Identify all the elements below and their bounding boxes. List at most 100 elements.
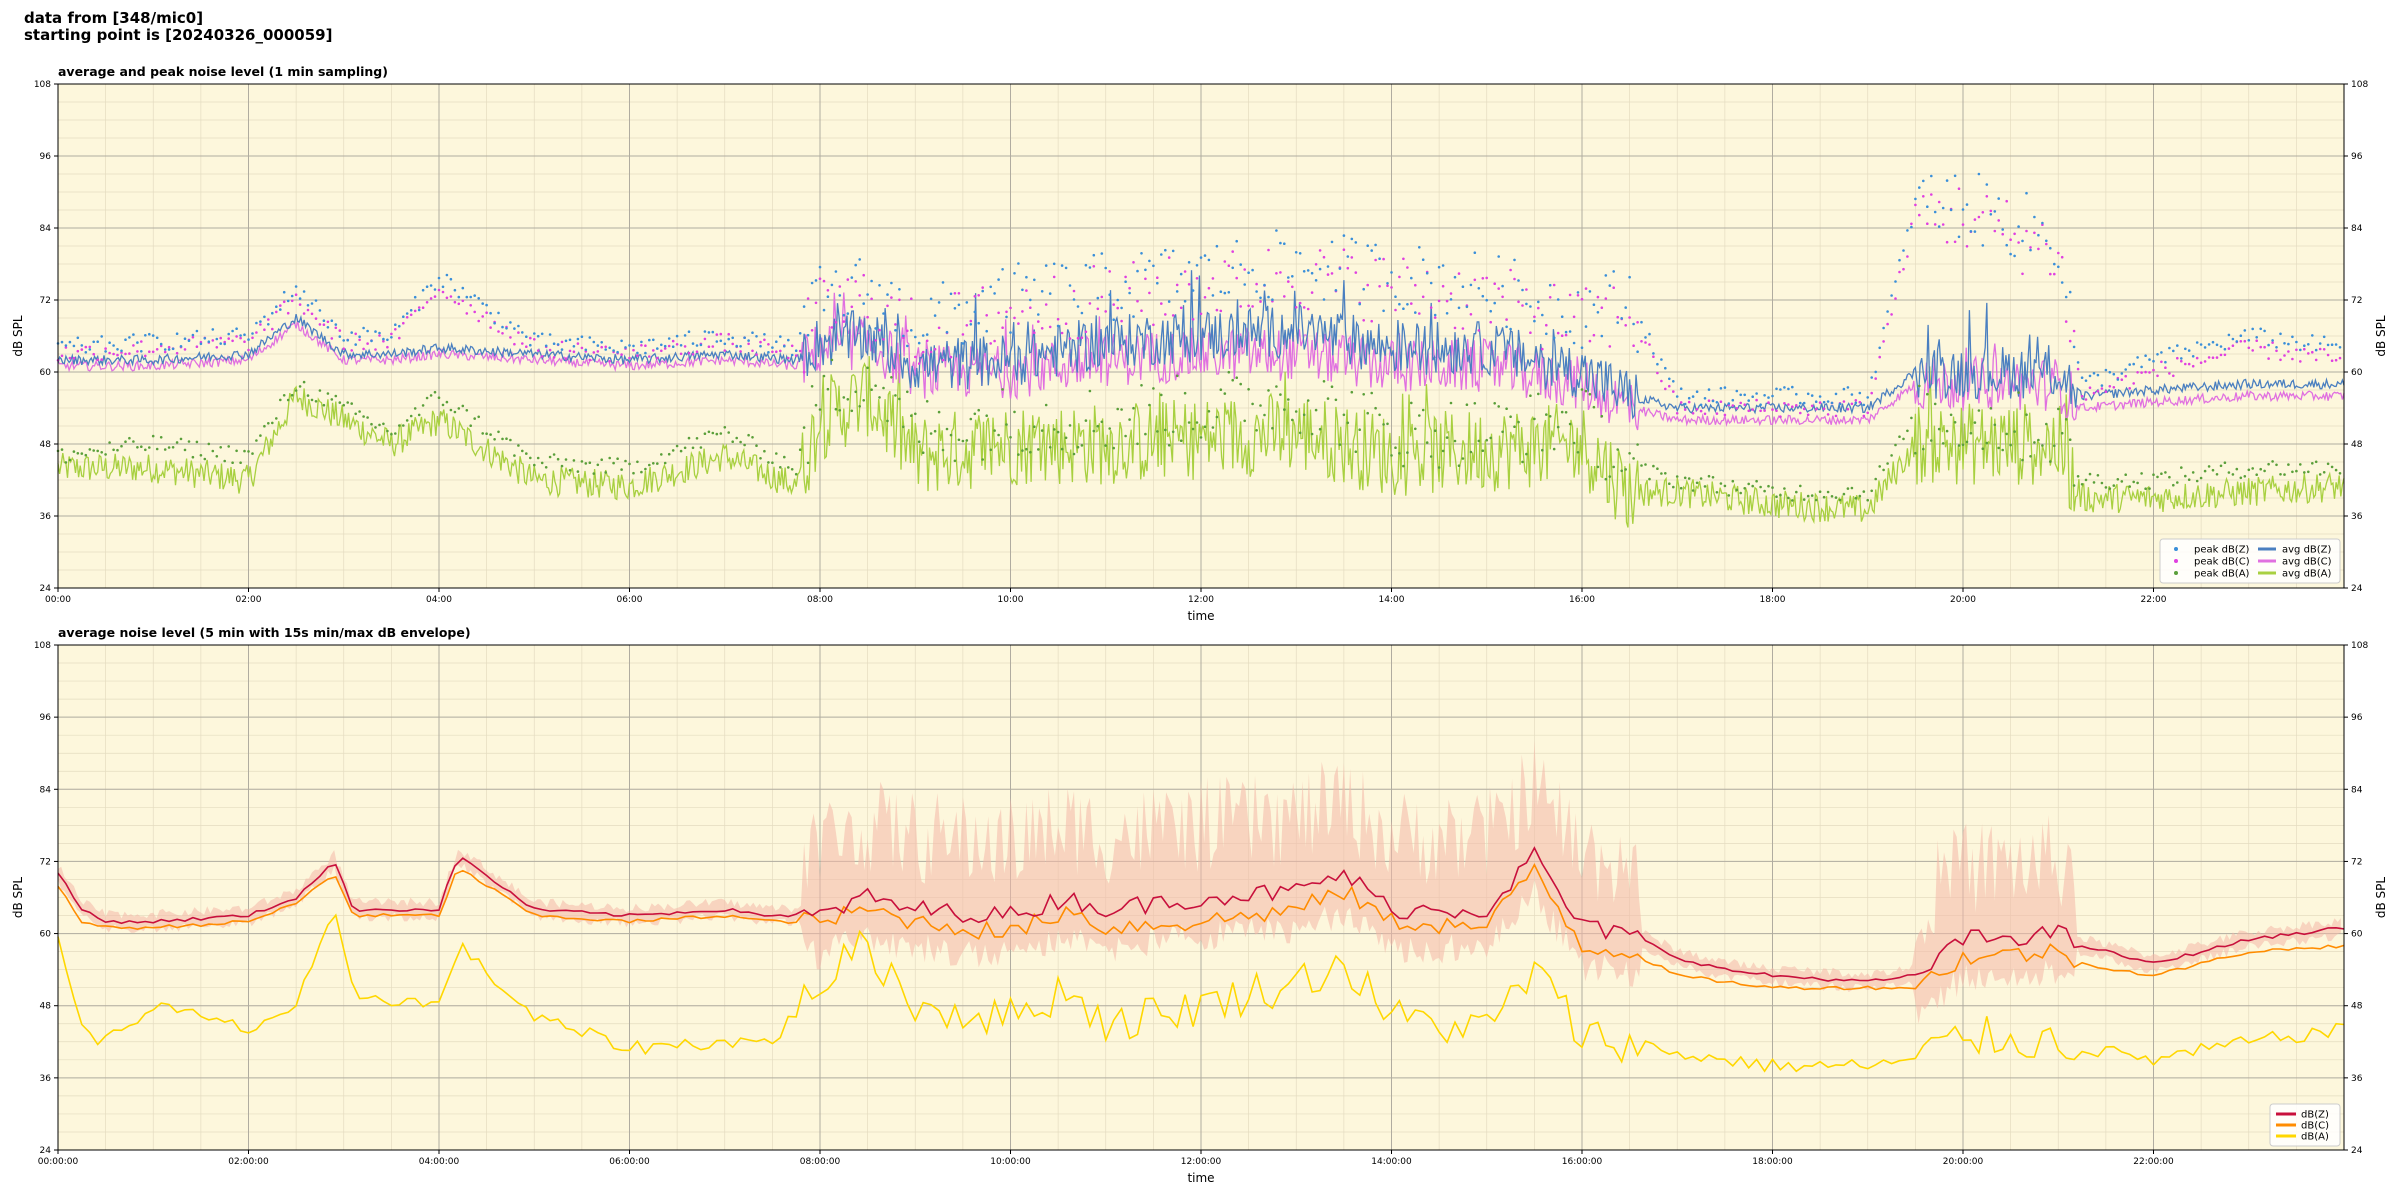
data-point [405,316,409,319]
data-point [806,297,810,300]
data-point [1747,409,1750,413]
data-point [445,400,449,404]
data-point [1767,401,1770,404]
data-point [2124,368,2127,371]
data-point [219,446,222,449]
data-point [378,331,381,335]
data-point [802,426,806,429]
data-point [243,449,246,453]
data-point [1267,248,1270,252]
data-point [2255,336,2258,339]
data-point [1870,376,1873,379]
data-point [64,344,68,347]
data-point [802,370,806,374]
data-point [1552,283,1556,287]
x-tick-label: 08:00:00 [800,1157,841,1167]
data-point [695,350,699,354]
data-point [2128,485,2131,488]
data-point [783,455,786,459]
data-point [2152,359,2155,363]
data-point [1818,401,1822,404]
data-point [703,337,707,341]
data-point [1874,477,1877,481]
data-point [1255,429,1258,432]
data-point [1799,484,1802,488]
data-point [1652,352,1655,355]
data-point [2005,432,2008,436]
data-point [1171,314,1175,317]
data-point [88,348,92,351]
data-point [1588,290,1592,293]
data-point [1314,279,1318,282]
data-point [1410,302,1413,305]
data-point [1271,298,1274,302]
data-point [1421,408,1425,412]
data-point [171,446,175,449]
data-point [874,339,877,342]
data-point [1985,195,1989,198]
data-point [1922,447,1925,451]
data-point [648,355,651,358]
data-point [735,436,738,440]
data-point [1235,239,1238,243]
data-point [445,296,449,300]
data-point [2303,347,2306,351]
data-point [2287,463,2290,466]
data-point [2041,221,2044,225]
x-tick-label: 04:00:00 [419,1157,460,1167]
data-point [2318,473,2322,476]
data-point [104,347,107,350]
data-point [271,327,274,331]
data-point [1838,498,1842,502]
data-point [1612,270,1615,273]
data-point [1918,384,1921,388]
data-point [1628,316,1631,319]
data-point [1247,388,1250,391]
data-point [183,337,187,341]
data-point [1100,420,1104,424]
data-point [1926,392,1929,396]
data-point [1287,276,1290,279]
data-point [564,339,568,343]
data-point [2211,468,2215,472]
data-point [1779,415,1782,419]
data-point [1969,431,1973,435]
data-point [429,297,433,300]
data-point [1080,336,1084,340]
data-point [957,438,961,442]
data-point [1679,401,1683,404]
data-point [1040,327,1044,330]
data-point [2239,334,2243,338]
data-point [1279,393,1282,396]
data-point [1318,249,1322,252]
data-point [223,342,226,346]
data-point [215,455,219,458]
y-tick-label: 72 [40,857,51,867]
data-point [1263,413,1266,417]
y-tick-label: 48 [40,440,52,450]
data-point [993,292,996,295]
data-point [1497,405,1500,408]
data-point [810,385,814,388]
data-point [977,408,980,412]
data-point [2263,469,2266,473]
data-point [937,326,941,330]
data-point [84,453,88,457]
data-point [1890,454,1893,457]
data-point [667,452,671,456]
data-point [239,334,242,337]
data-point [1878,355,1881,359]
data-point [818,265,822,269]
data-point [1390,286,1393,289]
data-point [505,437,508,441]
data-point [1037,320,1040,323]
data-point [195,345,199,349]
data-point [894,323,897,326]
x-tick-label: 06:00 [617,595,643,605]
y-tick-label: 36 [40,1074,52,1084]
data-point [64,461,68,464]
data-point [1866,396,1869,399]
data-point [854,263,857,267]
data-point [1223,392,1227,395]
data-point [2005,199,2008,203]
